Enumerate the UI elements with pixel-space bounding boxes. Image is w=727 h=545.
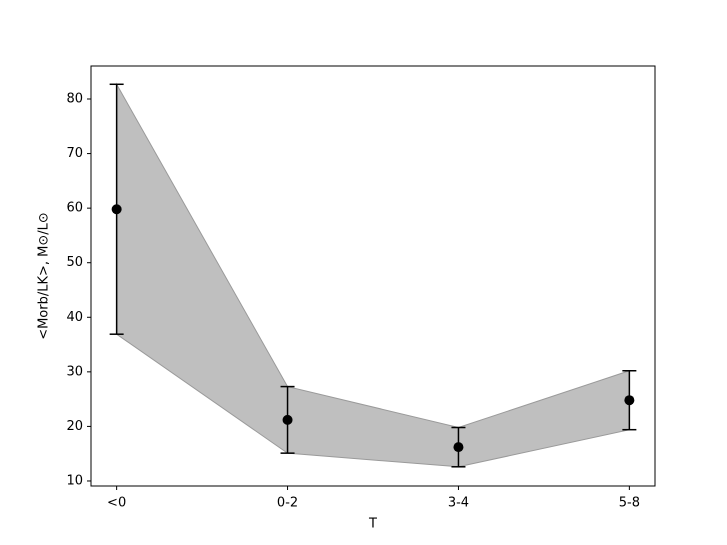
y-tick-label: 40 xyxy=(66,310,83,325)
y-tick-label: 30 xyxy=(66,364,83,379)
y-tick-label: 50 xyxy=(66,255,83,270)
y-tick-label: 70 xyxy=(66,146,83,161)
marker xyxy=(453,442,464,453)
marker xyxy=(624,395,635,406)
plot-frame xyxy=(90,65,656,487)
y-tick-label: 60 xyxy=(66,201,83,216)
x-tick-label: <0 xyxy=(107,496,126,511)
y-tick-label: 20 xyxy=(66,419,83,434)
y-axis-label: <Morb/LK>, M⊙/L⊙ xyxy=(37,212,52,340)
x-tick-label: 5-8 xyxy=(619,496,640,511)
marker xyxy=(282,414,293,425)
x-tick-label: 0-2 xyxy=(277,496,298,511)
x-axis-label: T xyxy=(368,517,377,532)
y-tick-label: 80 xyxy=(66,92,83,107)
marker xyxy=(111,204,122,215)
x-tick-label: 3-4 xyxy=(448,496,469,511)
y-tick-label: 10 xyxy=(66,473,83,488)
